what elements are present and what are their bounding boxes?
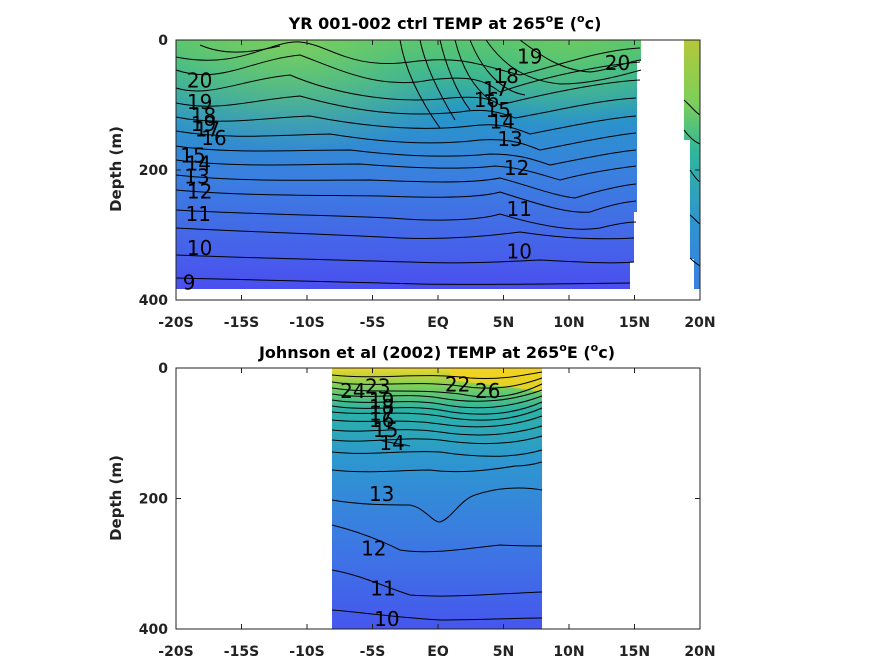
contour-label: 24 xyxy=(340,379,365,403)
x-tick-label: -10S xyxy=(289,644,324,656)
panel-1-x-ticks: -20S -15S -10S -5S EQ 5N 10N 15N 20N xyxy=(158,40,716,331)
contour-label: 19 xyxy=(369,389,394,413)
contour-label: 14 xyxy=(186,152,211,176)
contour-label: 10 xyxy=(506,239,531,263)
panel-2-x-ticks: -20S -15S -10S -5S EQ 5N 10N 15N 20N xyxy=(158,368,716,656)
contour-label: 14 xyxy=(379,431,404,455)
contour-label: 18 xyxy=(369,395,394,419)
contour-label: 11 xyxy=(186,202,211,226)
x-tick-label: 10N xyxy=(553,315,584,331)
x-tick-label: 5N xyxy=(493,644,514,656)
contour-label: 15 xyxy=(486,98,511,122)
x-tick-label: EQ xyxy=(427,315,449,331)
contour-label: 11 xyxy=(370,577,395,601)
x-tick-label: 20N xyxy=(684,315,715,331)
panel-1-contours xyxy=(175,39,701,285)
contour-label: 23 xyxy=(365,374,390,398)
x-tick-label: -5S xyxy=(360,644,386,656)
x-tick-label: -5S xyxy=(360,315,386,331)
x-tick-label: -15S xyxy=(224,644,259,656)
contour-label: 20 xyxy=(605,51,630,75)
contour-label: 12 xyxy=(361,537,386,561)
y-tick-label: 0 xyxy=(158,361,168,377)
contour-label: 13 xyxy=(184,165,209,189)
panel-2: Johnson et al (2002) TEMP at 265oE (oc) … xyxy=(107,341,716,656)
panel-1: YR 001-002 ctrl TEMP at 265oE (oc) Depth… xyxy=(107,12,716,331)
contour-label: 12 xyxy=(187,179,212,203)
contour-label: 22 xyxy=(445,372,470,396)
x-tick-label: -20S xyxy=(158,315,193,331)
x-tick-label: 5N xyxy=(493,315,514,331)
y-tick-label: 200 xyxy=(139,492,168,508)
y-tick-label: 200 xyxy=(139,163,168,179)
contour-label: 17 xyxy=(369,402,394,426)
panel-2-ylabel: Depth (m) xyxy=(107,455,125,541)
x-tick-label: 15N xyxy=(619,315,650,331)
panel-1-field xyxy=(176,40,700,289)
x-tick-label: 15N xyxy=(619,644,650,656)
y-tick-label: 0 xyxy=(158,33,168,49)
contour-label: 17 xyxy=(195,118,220,142)
contour-label: 19 xyxy=(517,44,542,68)
contour-label: 13 xyxy=(369,482,394,506)
x-tick-label: -20S xyxy=(158,644,193,656)
x-tick-label: -15S xyxy=(224,315,259,331)
panel-1-y-ticks: 0 200 400 xyxy=(139,33,700,309)
contour-label: 16 xyxy=(201,126,226,150)
contour-label: 15 xyxy=(180,144,205,168)
panel-1-ylabel: Depth (m) xyxy=(107,126,125,212)
contour-label: 13 xyxy=(497,127,522,151)
panel-2-title: Johnson et al (2002) TEMP at 265oE (oc) xyxy=(258,341,615,362)
panel-2-contours xyxy=(331,371,543,621)
y-tick-label: 400 xyxy=(139,293,168,309)
contour-label: 19 xyxy=(187,90,212,114)
contour-label: 10 xyxy=(374,607,399,631)
contour-label: 18 xyxy=(191,103,216,127)
contour-label: 15 xyxy=(373,418,398,442)
contour-label: 9 xyxy=(183,270,196,294)
contour-label: 19 xyxy=(191,112,216,136)
contour-label: 11 xyxy=(506,197,531,221)
contour-label: 16 xyxy=(474,88,499,112)
contour-label: 26 xyxy=(475,379,500,403)
panel-1-title: YR 001-002 ctrl TEMP at 265oE (oc) xyxy=(288,12,602,33)
x-tick-label: 10N xyxy=(553,644,584,656)
x-tick-label: 20N xyxy=(684,644,715,656)
contour-label: 14 xyxy=(489,109,514,133)
contour-label: 18 xyxy=(493,64,518,88)
y-tick-label: 400 xyxy=(139,622,168,638)
panel-2-field xyxy=(332,368,542,629)
x-tick-label: -10S xyxy=(289,315,324,331)
contour-label: 16 xyxy=(369,408,394,432)
contour-label: 10 xyxy=(187,236,212,260)
contour-label: 17 xyxy=(483,77,508,101)
panel-2-y-ticks: 0 200 400 xyxy=(139,361,700,638)
contour-label: 12 xyxy=(504,156,529,180)
x-tick-label: EQ xyxy=(427,644,449,656)
contour-label: 20 xyxy=(187,68,212,92)
